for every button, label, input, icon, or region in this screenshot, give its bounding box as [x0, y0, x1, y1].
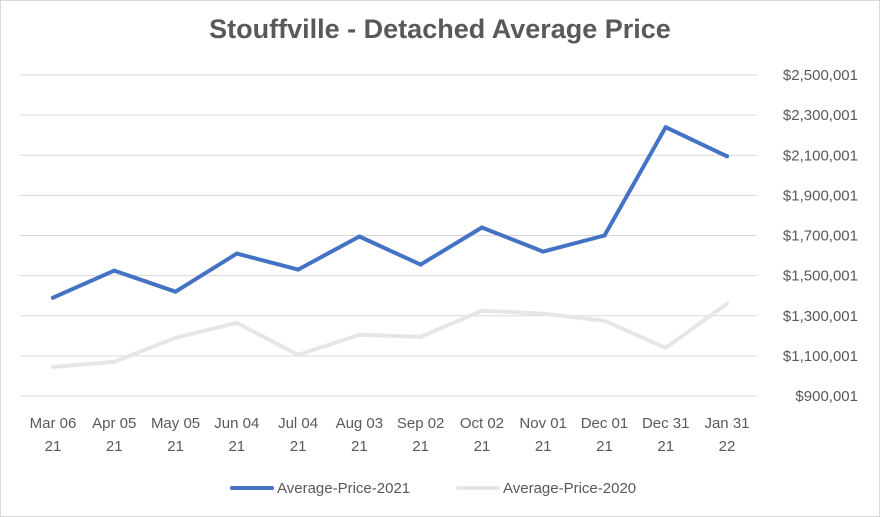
x-tick-label: Oct 02: [460, 415, 504, 432]
data-point: [725, 301, 729, 306]
chart-title: Stouffville - Detached Average Price: [209, 14, 671, 44]
legend-label: Average-Price-2020: [503, 480, 636, 497]
y-tick-label: $2,300,001: [783, 107, 858, 124]
data-point: [541, 249, 546, 254]
data-point: [725, 154, 729, 159]
x-tick-label: Mar 06: [30, 415, 77, 432]
y-tick-label: $1,700,001: [783, 228, 858, 245]
x-tick-label: 21: [290, 438, 307, 455]
data-point: [51, 364, 55, 369]
x-tick-label: May 05: [151, 415, 200, 432]
data-point: [663, 125, 668, 130]
x-tick-label: Jul 04: [278, 415, 318, 432]
data-point: [173, 289, 178, 294]
data-point: [296, 267, 301, 272]
data-point: [479, 308, 484, 313]
data-point: [234, 251, 239, 256]
y-tick-label: $1,900,001: [783, 187, 858, 204]
x-tick-label: Apr 05: [92, 415, 136, 432]
series-line: [51, 301, 729, 369]
x-tick-label: 21: [167, 438, 184, 455]
y-tick-label: $2,500,001: [783, 67, 858, 84]
x-tick-label: Dec 01: [581, 415, 629, 432]
data-point: [112, 359, 117, 364]
x-tick-label: 22: [719, 438, 736, 455]
data-point: [418, 334, 423, 339]
data-point: [357, 332, 362, 337]
x-tick-label: Jun 04: [214, 415, 259, 432]
x-tick-label: 21: [351, 438, 368, 455]
x-tick-label: Jan 31: [704, 415, 749, 432]
x-tick-label: Nov 01: [519, 415, 567, 432]
x-tick-label: 21: [228, 438, 245, 455]
data-point: [296, 352, 301, 357]
data-point: [479, 225, 484, 230]
x-tick-label: 21: [535, 438, 552, 455]
data-point: [602, 233, 607, 238]
y-tick-label: $1,500,001: [783, 268, 858, 285]
x-tick-label: 21: [106, 438, 123, 455]
y-tick-label: $1,100,001: [783, 348, 858, 365]
y-tick-label: $900,001: [795, 388, 858, 405]
x-tick-label: 21: [474, 438, 491, 455]
data-point: [234, 320, 239, 325]
data-point: [173, 335, 178, 340]
x-tick-label: 21: [657, 438, 674, 455]
series-line: [51, 125, 729, 300]
data-point: [51, 295, 55, 300]
data-point: [112, 268, 117, 273]
x-tick-label: 21: [45, 438, 62, 455]
x-tick-label: 21: [412, 438, 429, 455]
y-tick-label: $2,100,001: [783, 147, 858, 164]
data-point: [541, 311, 546, 316]
data-point: [663, 345, 668, 350]
legend-label: Average-Price-2021: [277, 480, 410, 497]
y-tick-label: $1,300,001: [783, 308, 858, 325]
x-tick-label: Aug 03: [336, 415, 384, 432]
x-tick-label: 21: [596, 438, 613, 455]
x-tick-label: Sep 02: [397, 415, 445, 432]
data-point: [357, 234, 362, 239]
x-tick-label: Dec 31: [642, 415, 690, 432]
data-point: [418, 262, 423, 267]
data-point: [602, 318, 607, 323]
